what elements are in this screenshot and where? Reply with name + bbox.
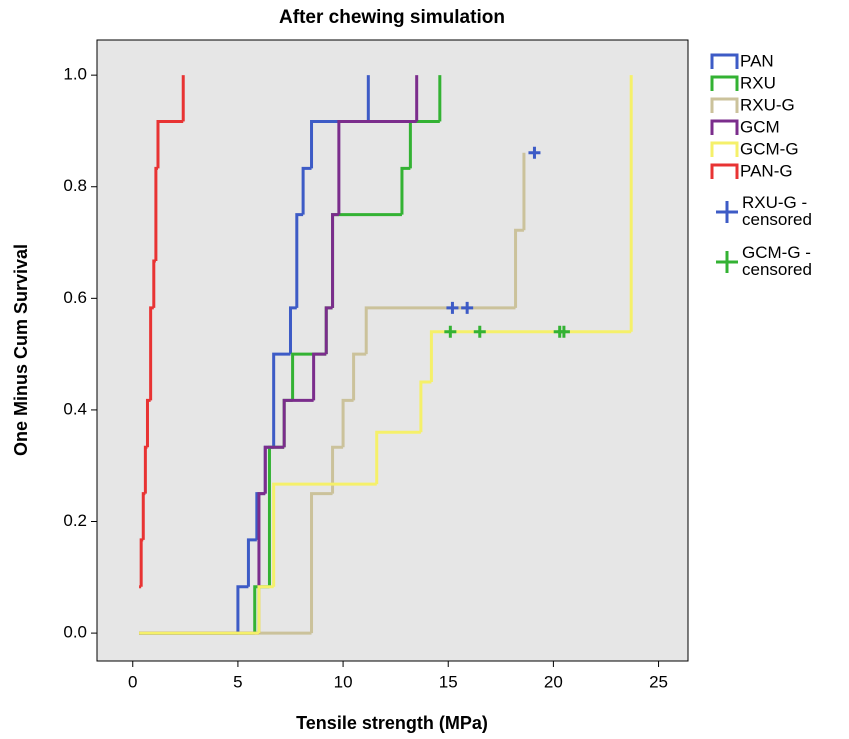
y-axis-label: One Minus Cum Survival	[11, 244, 31, 456]
legend-swatch	[710, 75, 739, 91]
survival-step	[156, 119, 184, 169]
x-tick-label: 20	[544, 672, 563, 691]
legend-swatch	[710, 163, 739, 179]
legend-swatch	[710, 141, 739, 157]
censored-marker	[473, 325, 486, 338]
legend-item: GCM-G - censored	[716, 244, 812, 279]
legend-item: RXU	[710, 73, 776, 92]
y-tick-label: 0.2	[63, 511, 87, 530]
legend-label: GCM	[740, 117, 780, 136]
survival-step	[419, 380, 432, 433]
legend-item: GCM-G	[710, 139, 799, 158]
censored-marker	[528, 146, 541, 159]
survival-step	[143, 445, 148, 494]
legend-label-box: RXU-G - censored	[742, 194, 812, 229]
survival-step	[272, 352, 291, 448]
legend-item: RXU-G - censored	[716, 194, 812, 229]
survival-step	[141, 492, 146, 540]
survival-step	[514, 228, 524, 308]
y-tick-label: 0.4	[63, 399, 87, 418]
x-tick-label: 10	[334, 672, 353, 691]
legend-swatch	[710, 97, 739, 113]
survival-step	[149, 306, 154, 401]
survival-step	[341, 398, 354, 448]
legend-swatch	[716, 251, 738, 273]
survival-step	[288, 306, 297, 355]
survival-step	[331, 445, 344, 494]
survival-step	[331, 213, 339, 308]
legend-label: GCM-G	[740, 139, 799, 158]
survival-step	[375, 430, 421, 485]
y-tick-label: 1.0	[63, 65, 87, 84]
survival-step	[337, 119, 417, 215]
legend-item: GCM	[710, 117, 780, 136]
legend-label: PAN-G	[740, 161, 793, 180]
plot-area	[96, 39, 689, 662]
legend-item: RXU-G	[710, 95, 795, 114]
survival-step	[272, 482, 377, 587]
legend-label-box: GCM-G - censored	[742, 244, 812, 279]
survival-step	[310, 492, 333, 634]
survival-step	[246, 538, 257, 587]
survival-step	[152, 259, 156, 308]
survival-step	[257, 585, 274, 634]
x-tick-label: 5	[233, 672, 242, 691]
legend-swatch	[716, 201, 738, 223]
legend-label: RXU-G - censored	[742, 194, 812, 229]
survival-step	[324, 306, 333, 355]
x-axis-label: Tensile strength (MPa)	[296, 713, 488, 733]
y-tick-label: 0.6	[63, 288, 87, 307]
legend-label: PAN	[740, 51, 774, 70]
censored-marker	[461, 301, 474, 314]
legend-item: PAN	[710, 51, 774, 70]
x-tick-label: 15	[439, 672, 458, 691]
survival-step	[295, 213, 304, 308]
survival-step	[145, 398, 151, 448]
survival-step	[282, 398, 314, 448]
y-tick-label: 0.8	[63, 176, 87, 195]
legend-label: GCM-G - censored	[742, 244, 812, 279]
legend-item: PAN-G	[710, 161, 793, 180]
legend-swatch	[710, 53, 739, 69]
survival-step	[154, 166, 158, 261]
survival-step	[400, 166, 411, 215]
legend-label: RXU-G	[740, 95, 795, 114]
survival-step	[301, 166, 312, 215]
censored-marker	[444, 325, 457, 338]
survival-step	[312, 352, 327, 401]
survival-step	[352, 352, 367, 401]
legend-swatch	[710, 119, 739, 135]
survival-step	[236, 585, 249, 634]
legend-label: RXU	[740, 73, 776, 92]
censored-marker	[557, 325, 570, 338]
survival-step	[263, 445, 285, 494]
chart-title: After chewing simulation	[279, 7, 505, 28]
y-tick-label: 0.0	[63, 623, 87, 642]
x-tick-label: 25	[649, 672, 668, 691]
censored-marker	[446, 301, 459, 314]
x-tick-label: 0	[128, 672, 137, 691]
